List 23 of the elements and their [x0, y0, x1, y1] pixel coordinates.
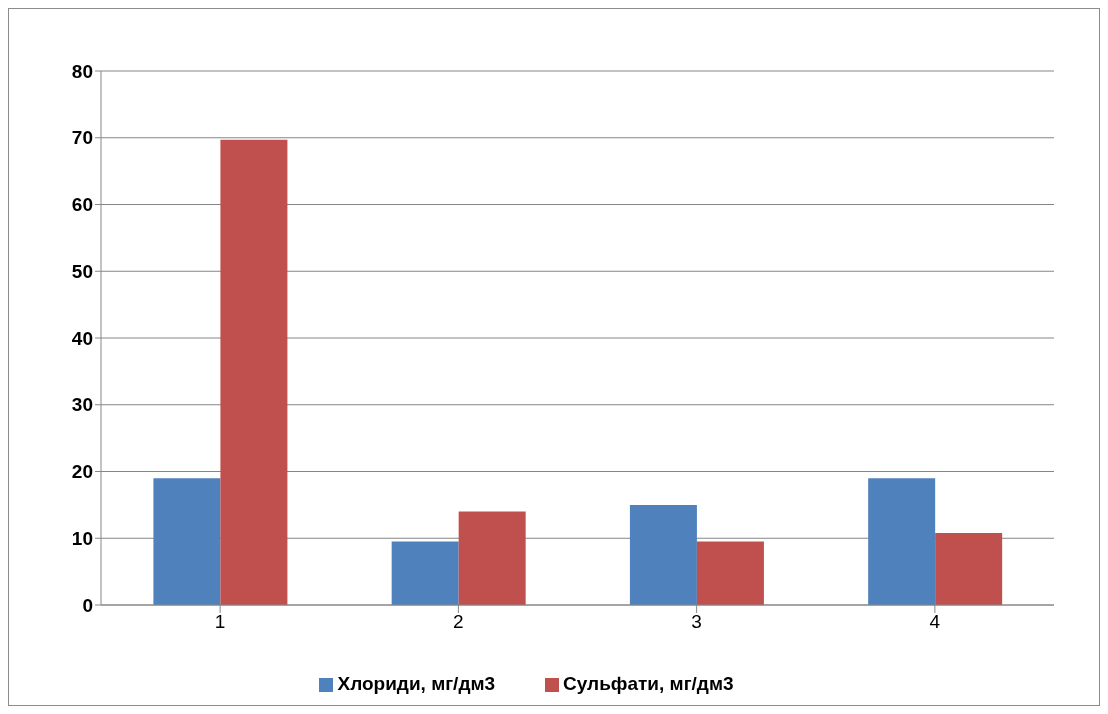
y-tick-label: 80 — [71, 60, 93, 82]
bar — [391, 541, 459, 605]
bar — [935, 532, 1003, 605]
y-tick-label: 40 — [71, 327, 93, 349]
y-tick-label: 20 — [71, 461, 93, 483]
x-tick-label: 3 — [691, 611, 702, 633]
y-tick-label: 70 — [71, 127, 93, 149]
bar — [629, 504, 697, 605]
legend-label: Хлориди, мг/дм3 — [337, 673, 496, 694]
y-tick-label: 10 — [71, 527, 93, 549]
bar — [458, 511, 526, 605]
y-tick-label: 60 — [71, 194, 93, 216]
y-tick-label: 50 — [71, 260, 93, 282]
x-tick-label: 1 — [214, 611, 226, 633]
y-tick-label: 30 — [71, 394, 93, 416]
x-tick-label: 4 — [929, 611, 941, 633]
bar — [153, 478, 221, 605]
bar — [220, 139, 288, 605]
bar — [696, 541, 764, 605]
x-tick-label: 2 — [453, 611, 464, 633]
legend-label: Сульфати, мг/дм3 — [563, 673, 734, 694]
bar — [868, 478, 936, 605]
y-tick-label: 0 — [82, 594, 93, 616]
